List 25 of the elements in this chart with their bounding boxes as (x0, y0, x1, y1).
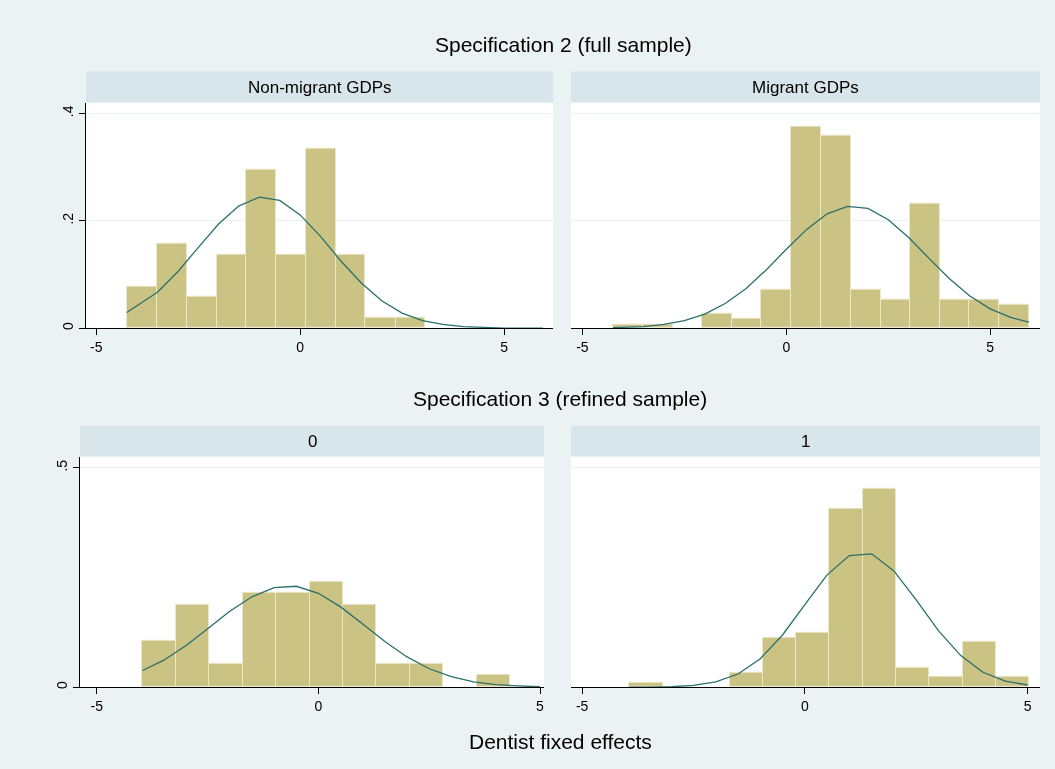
x-tick-label: 0 (314, 698, 323, 715)
chart-subtitle: 0 (308, 432, 318, 451)
line-series (126, 196, 544, 329)
x-tick-label: 5 (986, 338, 995, 355)
chart-subtitle: Non-migrant GDPs (248, 78, 392, 97)
chart-subtitle: Migrant GDPs (752, 78, 859, 97)
x-tick-label: 0 (800, 698, 809, 715)
x-tick-label: -5 (90, 698, 104, 715)
x-tick-label: 5 (1023, 698, 1032, 715)
x-axis-title: Dentist fixed effects (469, 730, 652, 753)
y-tick-label: .4 (60, 105, 77, 118)
x-tick-label: -5 (575, 698, 589, 715)
x-tick-label: 5 (536, 698, 545, 715)
x-tick-label: 0 (782, 338, 791, 355)
x-tick-label: -5 (89, 338, 103, 355)
chart-title: Specification 3 (refined sample) (413, 387, 708, 410)
chart-subtitle: 1 (801, 432, 811, 451)
y-tick-label: 0 (60, 321, 77, 330)
line-series (141, 585, 541, 688)
x-tick-label: -5 (576, 338, 589, 355)
y-tick-label: .5 (54, 459, 71, 472)
chart-title: Specification 2 (full sample) (435, 33, 692, 56)
x-tick-label: 5 (500, 338, 509, 355)
x-tick-label: 0 (296, 338, 305, 355)
y-tick-label: .2 (60, 212, 77, 225)
